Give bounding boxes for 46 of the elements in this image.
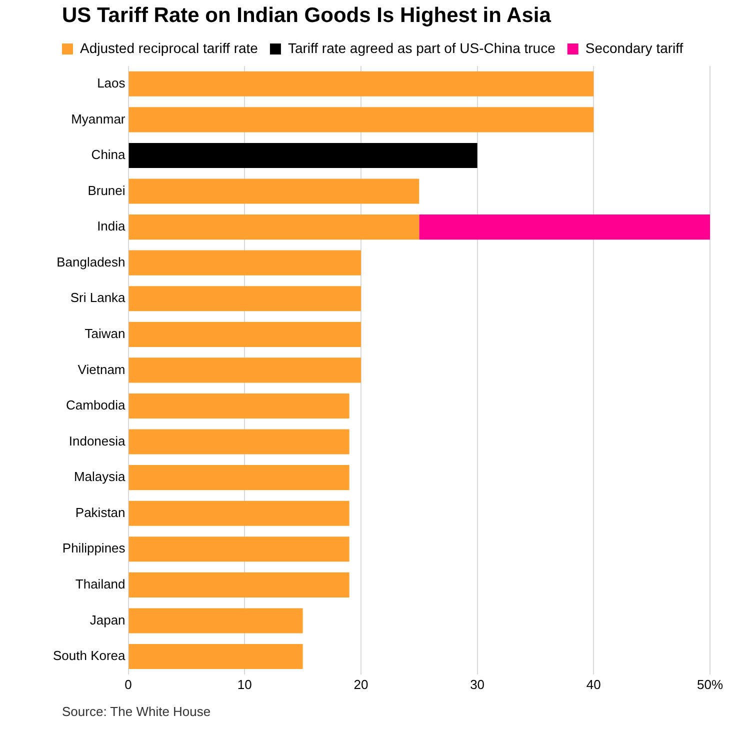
y-tick-label: South Korea	[52, 648, 126, 664]
x-tick-label: 40	[586, 676, 601, 692]
y-tick-label: Japan	[90, 612, 126, 628]
bar	[128, 393, 350, 419]
y-tick-label: Laos	[97, 75, 126, 90]
y-tick-label: Cambodia	[66, 398, 126, 413]
x-tick-label: 50%	[696, 676, 724, 692]
y-tick-label: Malaysia	[74, 469, 126, 484]
bar	[128, 465, 350, 490]
legend-label: Tariff rate agreed as part of US-China truce	[288, 40, 556, 56]
bar	[128, 322, 361, 347]
y-tick-label: Myanmar	[71, 111, 126, 126]
bar	[128, 142, 478, 168]
x-tick-label: 30	[470, 676, 485, 692]
bar	[128, 572, 350, 598]
y-tick-label: India	[97, 218, 126, 234]
bar	[128, 358, 361, 383]
y-tick-label: Pakistan	[75, 504, 126, 520]
bar	[128, 107, 594, 132]
bar	[128, 250, 361, 276]
bar	[128, 286, 361, 312]
bar	[419, 214, 710, 240]
y-tick-label: Vietnam	[78, 362, 126, 377]
y-tick-label: Thailand	[75, 576, 126, 592]
source-note: Source: The White House	[62, 704, 211, 719]
y-tick-label: Taiwan	[84, 326, 126, 341]
x-tick-label: 20	[354, 676, 368, 692]
bar	[128, 214, 420, 240]
x-tick-label: 0	[124, 676, 132, 692]
bar	[128, 500, 350, 526]
y-tick-label: Sri Lanka	[70, 290, 126, 306]
bar	[128, 71, 594, 96]
legend-label: Adjusted reciprocal tariff rate	[80, 40, 258, 56]
bar	[128, 644, 303, 670]
x-tick-label: 10	[237, 676, 252, 692]
chart-title: US Tariff Rate on Indian Goods Is Highest in Asia	[62, 4, 551, 28]
y-tick-label: Indonesia	[68, 433, 126, 448]
bar	[128, 178, 420, 204]
y-tick-label: Brunei	[88, 182, 126, 198]
y-tick-label: Bangladesh	[56, 254, 126, 270]
bar	[128, 608, 303, 634]
legend-label: Secondary tariff	[585, 40, 684, 56]
y-tick-label: China	[91, 147, 126, 162]
bar	[128, 536, 350, 562]
bar	[128, 429, 350, 454]
y-tick-label: Philippines	[62, 540, 126, 556]
